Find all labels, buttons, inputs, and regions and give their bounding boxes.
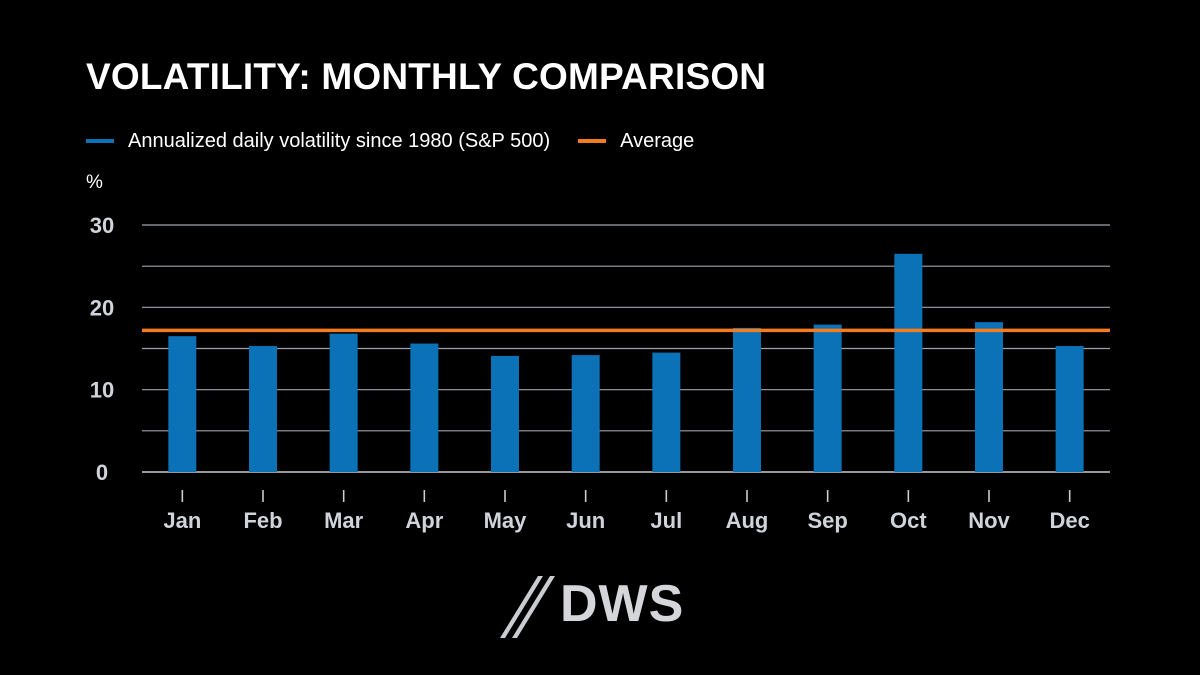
x-tick-label-jun: Jun bbox=[566, 508, 605, 533]
bar-aug bbox=[733, 327, 761, 472]
legend-item-average: Average bbox=[578, 130, 694, 153]
dws-slash-icon bbox=[500, 576, 555, 638]
bar-mar bbox=[329, 333, 358, 472]
bar-feb bbox=[249, 346, 277, 472]
x-tick-label-may: May bbox=[484, 508, 528, 533]
dws-logo-text: DWS bbox=[560, 575, 685, 633]
x-tick-label-sep: Sep bbox=[807, 508, 847, 533]
bar-nov bbox=[975, 322, 1003, 472]
y-tick-label: 10 bbox=[90, 378, 114, 403]
x-tick-label-oct: Oct bbox=[890, 508, 927, 533]
x-tick-label-jan: Jan bbox=[163, 508, 201, 533]
x-tick-label-jul: Jul bbox=[650, 508, 682, 533]
bar-sep bbox=[813, 324, 842, 472]
y-tick-label: 0 bbox=[96, 460, 108, 485]
legend-swatch-volatility bbox=[86, 139, 114, 143]
x-tick-label-dec: Dec bbox=[1049, 508, 1089, 533]
y-axis-unit-label: % bbox=[86, 172, 103, 193]
y-tick-label: 20 bbox=[90, 295, 114, 320]
bar-dec bbox=[1055, 346, 1084, 472]
x-tick-label-apr: Apr bbox=[405, 508, 443, 533]
bar-jun bbox=[571, 355, 600, 472]
chart-title: VOLATILITY: MONTHLY COMPARISON bbox=[86, 56, 767, 97]
x-tick-label-feb: Feb bbox=[243, 508, 282, 533]
bar-may bbox=[491, 355, 519, 472]
dws-logo: DWS bbox=[496, 570, 706, 640]
legend-label-average: Average bbox=[620, 129, 695, 152]
bar-jul bbox=[652, 352, 681, 472]
legend-item-volatility: Annualized daily volatility since 1980 (… bbox=[86, 130, 550, 153]
legend-label-volatility: Annualized daily volatility since 1980 (… bbox=[128, 129, 551, 152]
x-tick-label-nov: Nov bbox=[968, 508, 1010, 533]
bar-jan bbox=[168, 336, 197, 472]
x-tick-label-mar: Mar bbox=[324, 508, 364, 533]
legend-swatch-average bbox=[578, 139, 607, 143]
x-tick-label-aug: Aug bbox=[726, 508, 769, 533]
chart-legend: Annualized daily volatility since 1980 (… bbox=[86, 128, 722, 154]
bar-apr bbox=[410, 343, 439, 472]
bar-oct bbox=[894, 253, 923, 472]
y-tick-label: 30 bbox=[90, 213, 114, 238]
